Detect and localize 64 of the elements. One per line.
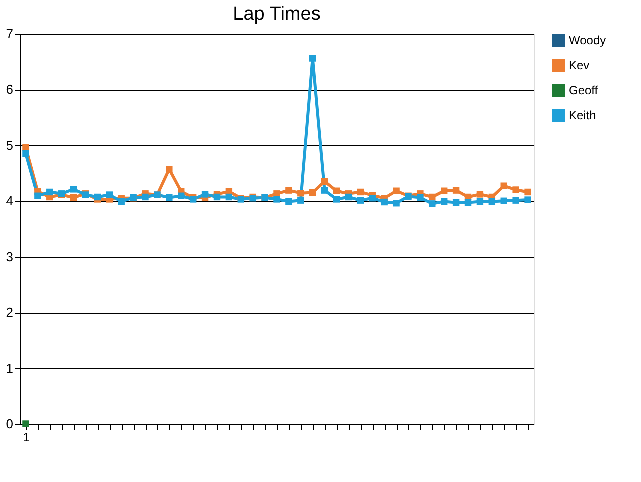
point: [94, 194, 102, 201]
point: [166, 166, 173, 173]
point: [440, 198, 448, 206]
point: [357, 197, 364, 204]
point: [429, 200, 436, 208]
point: [298, 197, 304, 204]
point: [476, 191, 484, 198]
y-tick-label: 4: [6, 194, 14, 209]
legend-label: Woody: [569, 34, 606, 48]
point: [333, 196, 340, 203]
point: [452, 187, 460, 194]
point: [464, 199, 472, 206]
point: [500, 182, 508, 190]
point: [393, 200, 400, 207]
point: [429, 194, 436, 201]
point: [500, 198, 508, 204]
point: [440, 188, 448, 194]
point: [369, 195, 376, 202]
point: [345, 194, 352, 201]
point: [476, 198, 484, 206]
point: [310, 189, 316, 196]
y-tick-label: 1: [6, 360, 14, 376]
y-tick-label: 0: [6, 416, 14, 432]
point: [310, 55, 316, 62]
point: [357, 188, 364, 196]
point: [286, 198, 292, 206]
point: [452, 199, 460, 206]
point: [298, 190, 304, 197]
point: [178, 192, 185, 200]
point: [226, 194, 233, 201]
point: [512, 186, 520, 194]
point: [321, 178, 328, 185]
point: [321, 187, 328, 194]
point: [118, 198, 125, 206]
point: [381, 198, 388, 206]
point: [333, 188, 340, 194]
point: [70, 186, 78, 193]
legend-label: Kev: [569, 58, 590, 72]
y-tick-label: 3: [6, 249, 14, 264]
point: [70, 194, 78, 202]
point: [22, 144, 30, 152]
y-tick-label: 5: [6, 138, 14, 153]
point: [286, 187, 292, 194]
y-tick-label: 7: [6, 26, 14, 42]
point: [34, 192, 42, 200]
point: [417, 194, 424, 202]
point: [393, 188, 400, 194]
point: [106, 192, 114, 198]
chart-title: Lap Times: [233, 4, 321, 25]
point: [142, 194, 149, 201]
point: [202, 191, 209, 198]
point: [46, 188, 54, 196]
y-tick-label: 2: [6, 305, 14, 320]
point: [488, 198, 496, 206]
legend-label: Keith: [569, 108, 596, 122]
point: [524, 196, 532, 204]
point: [512, 197, 520, 204]
point: [274, 196, 280, 203]
y-tick-label: 6: [6, 82, 14, 98]
point: [524, 188, 532, 196]
point: [166, 194, 173, 202]
legend-label: Geoff: [569, 84, 599, 98]
point: [214, 194, 221, 201]
point: [22, 150, 30, 158]
